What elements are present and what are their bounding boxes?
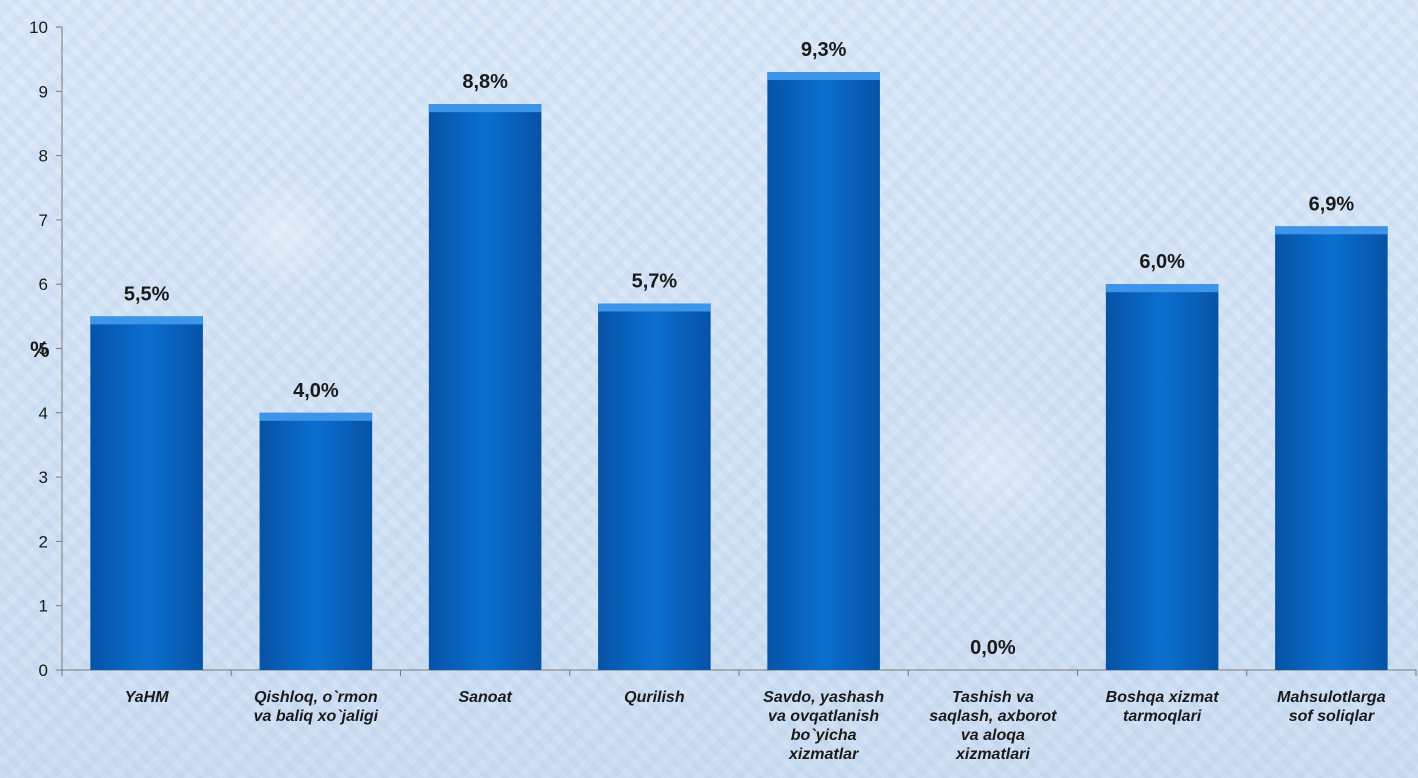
bars bbox=[90, 72, 1388, 670]
x-tick-label: Savdo, yashash va ovqatlanish bo`yicha xizm… bbox=[763, 689, 884, 763]
bar bbox=[259, 412, 373, 670]
bar bbox=[1105, 284, 1219, 670]
data-label: 5,7% bbox=[632, 270, 678, 292]
x-tick-label: Sanoat bbox=[458, 689, 512, 706]
y-tick-label: 8 bbox=[39, 147, 48, 166]
x-tick-label: Mahsulotlarga sof soliqlar bbox=[1277, 689, 1386, 725]
y-tick-label: 0 bbox=[39, 661, 48, 680]
bar bbox=[428, 104, 542, 670]
value-labels: 5,5% 4,0% 8,8% 5,7% 9,3% 0,0% 6,0% 6,9% bbox=[124, 39, 1355, 659]
data-label: 6,0% bbox=[1139, 251, 1185, 273]
y-tick-label: 2 bbox=[39, 532, 48, 551]
bar bbox=[598, 303, 711, 670]
y-tick-label: 1 bbox=[39, 597, 48, 616]
bar-top-highlight bbox=[1105, 284, 1219, 293]
y-tick-label: 3 bbox=[39, 468, 48, 487]
bar-top-highlight bbox=[259, 412, 373, 421]
data-label: 0,0% bbox=[970, 637, 1016, 659]
category-labels: YaHM Qishloq, o`rmon va baliq xo`jaligi San… bbox=[125, 689, 1386, 763]
y-axis-label: % bbox=[30, 337, 50, 362]
bar-top-highlight bbox=[1275, 226, 1388, 235]
data-label: 5,5% bbox=[124, 283, 170, 305]
y-tick-label: 6 bbox=[39, 275, 48, 294]
bar-top-highlight bbox=[428, 104, 542, 113]
y-tick-label: 4 bbox=[39, 404, 48, 423]
x-tick-label: Tashish va saqlash, axborot va aloqa xizmat… bbox=[929, 689, 1057, 763]
bar bbox=[90, 316, 203, 670]
y-tick-label: 7 bbox=[39, 211, 48, 230]
data-label: 8,8% bbox=[462, 71, 508, 93]
data-label: 4,0% bbox=[293, 380, 339, 402]
x-tick-label: YaHM bbox=[125, 689, 170, 706]
bar-top-highlight bbox=[767, 72, 880, 81]
bar-top-highlight bbox=[598, 303, 711, 312]
bar bbox=[1275, 226, 1388, 670]
y-tick-label: 5 bbox=[39, 340, 48, 359]
y-tick-label: 9 bbox=[39, 82, 48, 101]
y-tick-label: 10 bbox=[29, 18, 48, 37]
x-tick-label: Qurilish bbox=[624, 689, 685, 706]
data-label: 6,9% bbox=[1309, 193, 1355, 215]
x-tick-label: Qishloq, o`rmon va baliq xo`jaligi bbox=[254, 689, 379, 725]
x-tick-label: Boshqa xizmat tarmoqlari bbox=[1106, 689, 1220, 725]
bar-top-highlight bbox=[90, 316, 203, 325]
bar bbox=[767, 72, 880, 670]
data-label: 9,3% bbox=[801, 39, 847, 61]
